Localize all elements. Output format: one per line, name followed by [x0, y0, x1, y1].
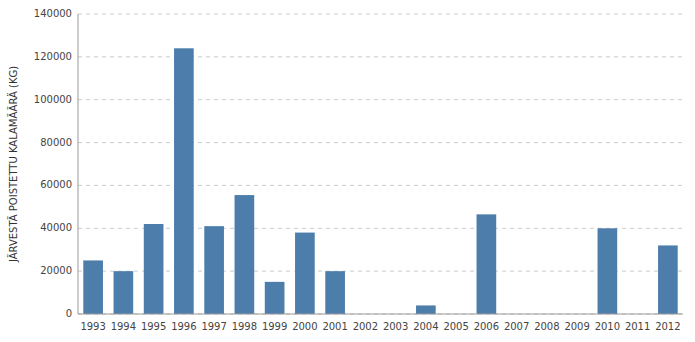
y-tick-label: 60000 — [40, 179, 72, 190]
x-tick-label: 2001 — [322, 321, 347, 332]
x-tick-label: 2000 — [292, 321, 317, 332]
x-tick-label: 2006 — [474, 321, 499, 332]
y-tick-label: 20000 — [40, 265, 72, 276]
x-tick-label: 1996 — [171, 321, 196, 332]
x-tick-label: 2002 — [353, 321, 378, 332]
bar — [235, 195, 255, 314]
grid-line — [78, 271, 683, 272]
bar — [144, 224, 164, 314]
x-tick-label: 1997 — [201, 321, 226, 332]
x-tick-label: 2011 — [625, 321, 650, 332]
x-tick-label: 1999 — [262, 321, 287, 332]
grid-line — [78, 56, 683, 57]
x-tick-label: 1993 — [80, 321, 105, 332]
bar — [114, 271, 134, 314]
bars — [83, 48, 677, 314]
y-tick-label: 0 — [66, 308, 72, 319]
bar — [174, 48, 194, 314]
x-tick-label: 1994 — [111, 321, 136, 332]
grid-line — [78, 314, 683, 315]
grid-line — [78, 185, 683, 186]
x-tick-label: 1995 — [141, 321, 166, 332]
grid-line — [78, 142, 683, 143]
y-grid — [78, 14, 683, 314]
bar — [265, 282, 285, 314]
x-tick-label: 2005 — [443, 321, 468, 332]
x-tick-label: 2004 — [413, 321, 438, 332]
y-tick-label: 40000 — [40, 222, 72, 233]
bar — [295, 233, 315, 314]
bar — [598, 228, 618, 314]
grid-line — [78, 14, 683, 15]
x-tick-label: 2007 — [504, 321, 529, 332]
y-tick-label: 80000 — [40, 137, 72, 148]
x-tick-label: 2009 — [564, 321, 589, 332]
x-tick-label: 2008 — [534, 321, 559, 332]
bar — [83, 260, 103, 314]
bar — [416, 305, 436, 314]
y-tick-label: 140000 — [34, 8, 72, 19]
bar — [658, 245, 678, 314]
chart-container: 0 20000 40000 60000 80000 100000 120000 140000 1… — [0, 0, 695, 342]
x-tick-label: 2003 — [383, 321, 408, 332]
x-tick-label: 2010 — [595, 321, 620, 332]
y-axis-line — [78, 14, 79, 314]
bar — [204, 226, 224, 314]
x-tick-label: 2012 — [655, 321, 680, 332]
grid-line — [78, 228, 683, 229]
chart: 0 20000 40000 60000 80000 100000 120000 140000 1… — [0, 0, 695, 342]
bar — [325, 271, 345, 314]
bar — [477, 214, 497, 314]
y-tick-label: 100000 — [34, 94, 72, 105]
grid-line — [78, 99, 683, 100]
x-tick-label: 1998 — [232, 321, 257, 332]
x-axis-line — [78, 314, 683, 315]
y-axis-label: JÄRVESTÄ POISTETTU KALAMÄÄRÄ (KG) — [7, 66, 19, 263]
y-tick-label: 120000 — [34, 51, 72, 62]
